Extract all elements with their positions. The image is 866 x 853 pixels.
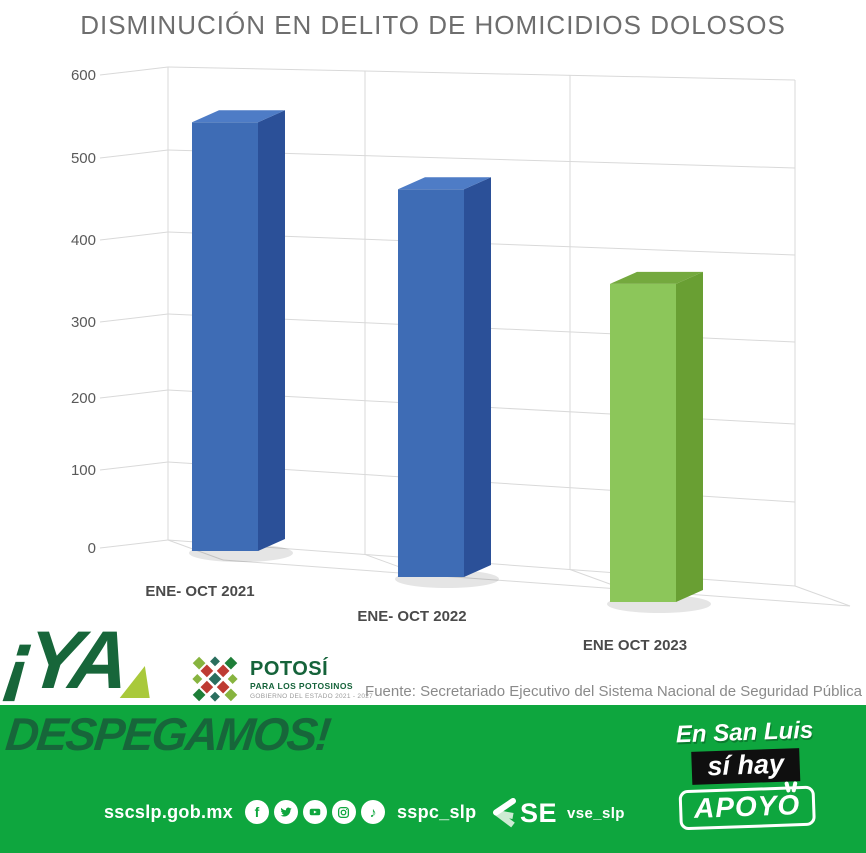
homicides-3d-bar-chart: 0 100 200 300 400 500 600 ENE- OCT 2021 ENE- OCT… — [71, 66, 851, 654]
social-icons: f ♪ — [244, 800, 385, 824]
youtube-icon — [302, 800, 327, 824]
slogan-line3-box: APOYO — [678, 781, 816, 831]
bar-top-ene-oct-2022 — [398, 177, 491, 190]
se-handle-label: vse_slp — [567, 804, 625, 822]
footer-band: DESPEGAMOS! En San Luis sí hay APOYO ssc… — [0, 705, 866, 853]
bar-ene-oct-2021 — [192, 122, 258, 552]
source-text: Fuente: Secretariado Ejecutivo del Siste… — [365, 683, 862, 700]
bar-top-ene-oct-2023 — [610, 271, 703, 284]
contact-row: sscslp.gob.mx f ♪ sspc_slp — [104, 800, 476, 824]
x-category-label: ENE- OCT 2021 — [145, 583, 254, 600]
page-title: DISMINUCIÓN EN DELITO DE HOMICIDIOS DOLO… — [80, 10, 786, 40]
website-label: sscslp.gob.mx — [104, 801, 233, 822]
logo-tagline: PARA LOS POTOSINOS — [250, 680, 353, 691]
bar-side-ene-oct-2022 — [464, 177, 491, 577]
triangle-accent-icon — [119, 666, 160, 698]
ya-label: ¡YA — [1, 615, 128, 706]
slogan-line2: sí hay — [690, 748, 801, 785]
potosi-logo: POTOSÍ PARA LOS POTOSINOS GOBIERNO DEL E… — [186, 650, 373, 708]
y-tick-label: 500 — [71, 150, 96, 167]
bar-top-ene-oct-2021 — [192, 110, 285, 123]
x-category-label: ENE- OCT 2022 — [357, 608, 466, 625]
bar-side-ene-oct-2023 — [676, 271, 703, 602]
sspc-handle-label: sspc_slp — [396, 801, 477, 822]
floor-front-edge — [222, 559, 851, 607]
bar-ene-oct-2023 — [610, 283, 676, 602]
y-tick-label: 0 — [88, 540, 96, 557]
instagram-icon — [331, 800, 356, 824]
gridline-600 — [167, 66, 796, 81]
y-tick-label: 300 — [71, 314, 96, 331]
potosi-logo-text: POTOSÍ PARA LOS POTOSINOS GOBIERNO DEL E… — [250, 659, 373, 700]
y-tick-label: 200 — [71, 390, 96, 407]
twitter-icon — [273, 800, 298, 824]
x-category-label: ENE OCT 2023 — [583, 637, 687, 654]
bunny-ears-icon — [783, 780, 798, 793]
tiktok-icon: ♪ — [360, 800, 385, 824]
logo-name: POTOSÍ — [250, 657, 329, 680]
campaign-despegamos-text: DESPEGAMOS! — [3, 708, 332, 760]
potosi-medallion-icon — [192, 656, 238, 702]
campaign-ya-text: ¡YA — [1, 615, 160, 706]
bar-side-ene-oct-2021 — [258, 110, 285, 552]
y-tick-label: 600 — [71, 67, 96, 84]
bar-ene-oct-2022 — [398, 189, 464, 577]
facebook-icon: f — [244, 800, 269, 824]
slogan-line3: APOYO — [693, 789, 801, 824]
y-tick-label: 400 — [71, 232, 96, 249]
se-logo-label: SE — [520, 797, 558, 828]
se-chevron-icon — [493, 798, 516, 828]
slogan-block: En San Luis sí hay APOYO — [646, 716, 846, 832]
se-row: SE vse_slp — [488, 797, 625, 829]
logo-subline: GOBIERNO DEL ESTADO 2021 - 2027 — [250, 692, 374, 700]
y-tick-label: 100 — [71, 462, 96, 479]
